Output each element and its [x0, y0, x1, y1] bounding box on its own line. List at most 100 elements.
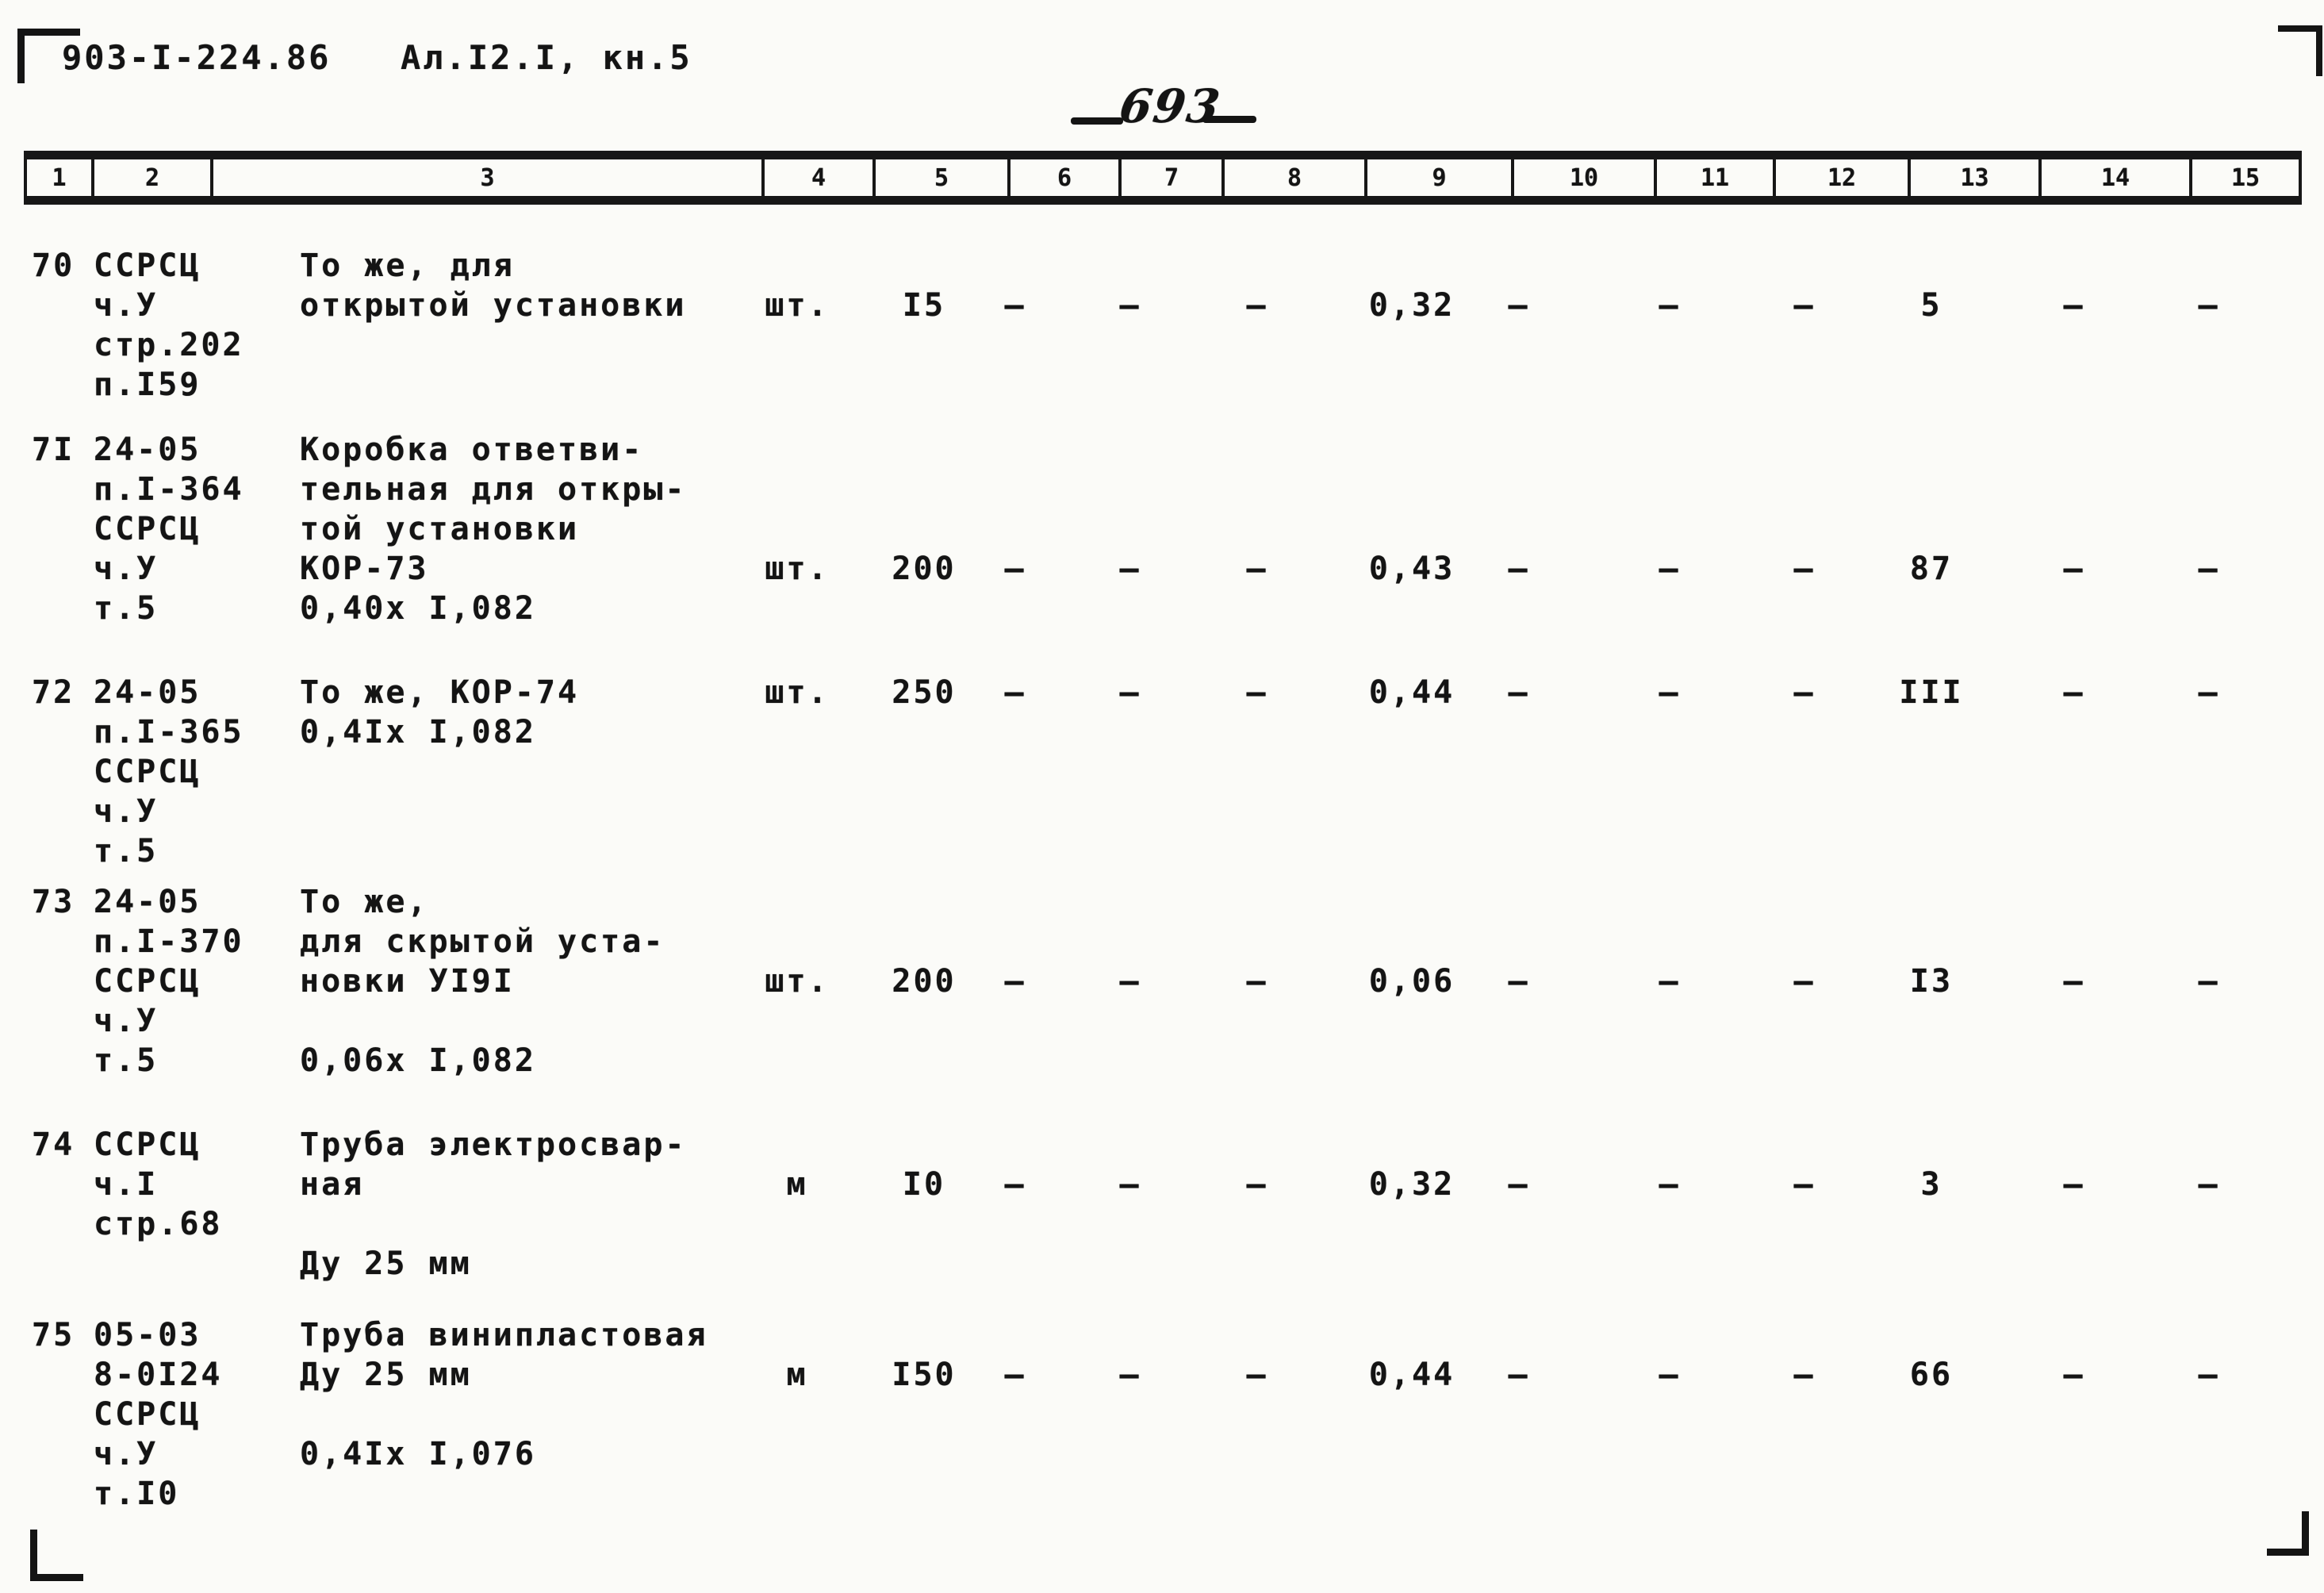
- col7-cell: —: [1119, 1357, 1141, 1393]
- column-header: 1: [24, 159, 91, 196]
- column-header: 10: [1511, 159, 1654, 196]
- code-line: стр.68: [94, 1206, 223, 1242]
- column-header: 12: [1773, 159, 1908, 196]
- description-line: 0,40х I,082: [300, 590, 536, 627]
- col14-cell: —: [2063, 287, 2085, 324]
- col15-cell: —: [2198, 1166, 2220, 1203]
- description-line: То же,: [300, 884, 429, 920]
- col7-cell: —: [1119, 963, 1141, 1000]
- col14-cell: —: [2063, 1357, 2085, 1393]
- col14-cell: —: [2063, 1166, 2085, 1203]
- row-number: 72: [32, 674, 75, 711]
- col6-cell: —: [1004, 674, 1026, 711]
- row-number: 70: [32, 248, 75, 284]
- description-line: Труба электросвар-: [300, 1127, 687, 1163]
- col11-cell: —: [1659, 1166, 1681, 1203]
- description-line: КОР-73: [300, 551, 429, 587]
- code-line: ч.У: [94, 551, 159, 587]
- column-header: 13: [1908, 159, 2038, 196]
- col8-cell: —: [1246, 963, 1268, 1000]
- document-code: 903-I-224.86: [62, 38, 332, 77]
- qty-cell: I0: [902, 1166, 946, 1203]
- unit-cell: шт.: [765, 963, 830, 1000]
- col7-cell: —: [1119, 1166, 1141, 1203]
- description-line: Коробка ответви-: [300, 432, 644, 468]
- code-line: п.I-364: [94, 471, 244, 508]
- col9-cell: 0,43: [1368, 551, 1455, 587]
- code-line: ч.У: [94, 287, 159, 324]
- description-line: Ду 25 мм: [300, 1357, 472, 1393]
- col12-cell: —: [1793, 963, 1816, 1000]
- code-line: т.5: [94, 833, 159, 869]
- description-line: 0,4Iх I,076: [300, 1436, 536, 1472]
- crop-mark-top-left-icon: [17, 29, 80, 83]
- col12-cell: —: [1793, 674, 1816, 711]
- col7-cell: —: [1119, 551, 1141, 587]
- code-line: т.5: [94, 590, 159, 627]
- col9-cell: 0,06: [1368, 963, 1455, 1000]
- col11-cell: —: [1659, 551, 1681, 587]
- column-header: 4: [761, 159, 872, 196]
- col15-cell: —: [2198, 963, 2220, 1000]
- col14-cell: —: [2063, 963, 2085, 1000]
- description-line: То же, для: [300, 248, 515, 284]
- col12-cell: —: [1793, 551, 1816, 587]
- description-line: для скрытой уста-: [300, 923, 665, 960]
- code-line: п.I-370: [94, 923, 244, 960]
- column-header: 6: [1007, 159, 1118, 196]
- col12-cell: —: [1793, 1357, 1816, 1393]
- col6-cell: —: [1004, 1357, 1026, 1393]
- col15-cell: —: [2198, 287, 2220, 324]
- description-line: Труба винипластовая: [300, 1317, 708, 1353]
- col6-cell: —: [1004, 287, 1026, 324]
- description-line: новки УI9I: [300, 963, 515, 1000]
- column-header: 9: [1364, 159, 1511, 196]
- unit-cell: м: [786, 1357, 808, 1393]
- col13-cell: I3: [1909, 963, 1954, 1000]
- col11-cell: —: [1659, 287, 1681, 324]
- col8-cell: —: [1246, 674, 1268, 711]
- col15-cell: —: [2198, 674, 2220, 711]
- crop-mark-bottom-right-icon: [2267, 1511, 2309, 1556]
- row-number: 75: [32, 1317, 75, 1353]
- column-header: 3: [210, 159, 761, 196]
- col13-cell: 3: [1920, 1166, 1942, 1203]
- col6-cell: —: [1004, 1166, 1026, 1203]
- col8-cell: —: [1246, 1166, 1268, 1203]
- col6-cell: —: [1004, 963, 1026, 1000]
- row-number: 7I: [32, 432, 75, 468]
- code-line: ч.I: [94, 1166, 159, 1203]
- column-header: 2: [91, 159, 210, 196]
- col7-cell: —: [1119, 287, 1141, 324]
- col8-cell: —: [1246, 1357, 1268, 1393]
- column-header: 7: [1118, 159, 1221, 196]
- col12-cell: —: [1793, 1166, 1816, 1203]
- qty-cell: I5: [902, 287, 946, 324]
- description-line: той установки: [300, 511, 580, 547]
- code-line: ч.У: [94, 1003, 159, 1039]
- album-reference: Ал.I2.I, кн.5: [401, 38, 692, 77]
- unit-cell: м: [786, 1166, 808, 1203]
- col13-cell: 87: [1909, 551, 1954, 587]
- qty-cell: 200: [892, 551, 957, 587]
- unit-cell: шт.: [765, 287, 830, 324]
- qty-cell: 250: [892, 674, 957, 711]
- code-line: п.I59: [94, 367, 201, 403]
- page-number-dash-right: [1202, 116, 1256, 123]
- col15-cell: —: [2198, 1357, 2220, 1393]
- code-line: ССРСЦ: [94, 248, 201, 284]
- crop-mark-bottom-left-icon: [30, 1530, 83, 1581]
- page-number: 693: [1116, 79, 1225, 133]
- crop-mark-top-right-icon: [2278, 25, 2322, 76]
- code-line: т.I0: [94, 1476, 180, 1512]
- row-number: 74: [32, 1127, 75, 1163]
- col6-cell: —: [1004, 551, 1026, 587]
- column-header: 11: [1654, 159, 1773, 196]
- unit-cell: шт.: [765, 674, 830, 711]
- description-line: То же, КОР-74: [300, 674, 580, 711]
- col8-cell: —: [1246, 551, 1268, 587]
- col11-cell: —: [1659, 1357, 1681, 1393]
- description-line: тельная для откры-: [300, 471, 687, 508]
- column-header: 8: [1221, 159, 1364, 196]
